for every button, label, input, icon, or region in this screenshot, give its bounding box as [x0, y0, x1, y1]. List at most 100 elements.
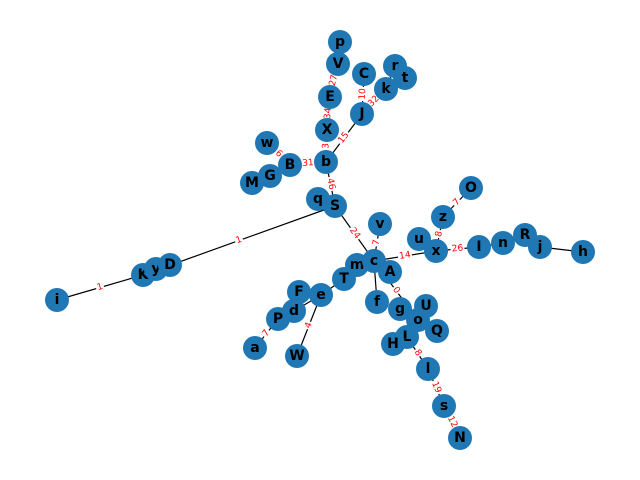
- edge-label-S-c: 24: [347, 226, 362, 241]
- node-label-p: p: [335, 34, 345, 50]
- edge-label-X-b: 3: [321, 143, 331, 149]
- edge-label-e-W: 4: [303, 321, 315, 330]
- edge-label-group-x-I: 26: [450, 243, 465, 255]
- edge-label-l-s: 19: [429, 380, 443, 395]
- node-circle-w: [255, 131, 279, 155]
- node-a: a: [243, 336, 267, 360]
- node-M: M: [240, 171, 264, 195]
- edge-label-group-S-c: 24: [346, 224, 363, 243]
- node-label-W: W: [289, 348, 304, 364]
- node-V: V: [326, 52, 350, 76]
- node-circle-M: [240, 171, 264, 195]
- node-circle-O: [459, 176, 483, 200]
- node-label-o: o: [413, 312, 423, 328]
- node-label-h: h: [578, 244, 588, 260]
- node-E: E: [318, 85, 342, 109]
- node-Q: Q: [425, 319, 449, 343]
- edge-label-background: [357, 86, 369, 102]
- node-label-A: A: [385, 264, 396, 280]
- node-circle-D: [158, 253, 182, 277]
- edge-label-group-X-b: 3: [321, 141, 332, 151]
- node-label-T: T: [339, 271, 349, 287]
- edge-label-background: [302, 319, 316, 332]
- node-label-C: C: [359, 66, 369, 82]
- edge-label-x-I: 26: [451, 243, 464, 254]
- node-circle-i: [45, 288, 69, 312]
- node-p: p: [328, 30, 352, 54]
- edge-label-background: [233, 234, 245, 247]
- edge-label-K-i: 1: [96, 282, 104, 293]
- edge-label-E-X: 34: [323, 107, 334, 120]
- node-n: n: [491, 231, 515, 255]
- node-circle-u: [407, 227, 431, 251]
- node-label-j: j: [537, 239, 543, 255]
- edge-label-B-b: 31: [302, 158, 314, 169]
- edge-label-group-c-o: 0: [389, 284, 403, 297]
- node-label-P: P: [273, 311, 283, 327]
- edge-label-group-C-J: 10: [357, 86, 369, 102]
- node-label-g: g: [395, 301, 405, 317]
- node-O: O: [459, 176, 483, 200]
- node-label-R: R: [520, 227, 531, 243]
- edge-label-c-x: 14: [399, 250, 412, 262]
- node-label-M: M: [245, 175, 259, 191]
- node-circle-V: [326, 52, 350, 76]
- node-circle-H: [381, 332, 405, 356]
- node-circle-a: [243, 336, 267, 360]
- edge-label-background: [260, 327, 273, 340]
- node-label-s: s: [440, 398, 448, 414]
- edge-label-group-L-l: 8: [411, 346, 424, 360]
- edge-label-group-V-E: 27: [327, 72, 341, 89]
- edge-label-V-E: 27: [328, 74, 340, 87]
- edge-label-S-K: 1: [235, 235, 244, 246]
- node-label-x: x: [431, 243, 440, 259]
- node-label-q: q: [313, 191, 323, 207]
- edge-label-group-S-K: 1: [233, 234, 245, 247]
- edge-label-c-o: 0: [390, 285, 402, 296]
- node-circle-h: [571, 240, 595, 264]
- node-j: j: [528, 235, 552, 259]
- edge-label-group-c-x: 14: [397, 249, 413, 263]
- node-N: N: [448, 426, 472, 450]
- node-label-d: d: [289, 303, 299, 319]
- node-label-O: O: [465, 180, 477, 196]
- edge-label-background: [433, 229, 446, 239]
- edge-label-group-l-s: 19: [428, 379, 444, 396]
- edge-label-C-J: 10: [358, 88, 369, 100]
- edge-label-background: [411, 346, 424, 360]
- edge-label-group-b-S: 46: [324, 176, 337, 192]
- edge-label-v-c: 7: [372, 239, 383, 246]
- node-label-c: c: [370, 253, 378, 269]
- node-circle-X: [315, 118, 339, 142]
- node-circle-o: [406, 308, 430, 332]
- node-b: b: [314, 150, 338, 174]
- node-label-f: f: [374, 294, 381, 310]
- node-B: B: [278, 153, 302, 177]
- node-label-X: X: [322, 122, 333, 138]
- node-C: C: [352, 62, 376, 86]
- node-S: S: [323, 194, 347, 218]
- edge-label-background: [428, 379, 444, 396]
- edge-label-group-e-W: 4: [302, 319, 316, 332]
- edge-label-background: [272, 147, 285, 161]
- node-circle-S: [323, 194, 347, 218]
- edge-label-background: [327, 72, 341, 89]
- edge-label-group-z-x: 8: [433, 229, 446, 239]
- node-label-U: U: [420, 298, 431, 314]
- edge-label-O-z: 7: [451, 197, 462, 208]
- node-circle-J: [350, 102, 374, 126]
- node-G: G: [258, 164, 282, 188]
- node-circle-f: [365, 290, 389, 314]
- node-circle-T: [332, 267, 356, 291]
- node-w: w: [255, 131, 279, 155]
- node-circle-s: [432, 394, 456, 418]
- node-label-Q: Q: [431, 323, 443, 339]
- node-l: l: [416, 357, 440, 381]
- node-i: i: [45, 288, 69, 312]
- node-label-B: B: [285, 157, 296, 173]
- node-circle-t: [393, 66, 417, 90]
- node-label-m: m: [350, 257, 365, 273]
- edge-label-background: [346, 224, 363, 243]
- node-T: T: [332, 267, 356, 291]
- node-label-k: k: [381, 81, 391, 97]
